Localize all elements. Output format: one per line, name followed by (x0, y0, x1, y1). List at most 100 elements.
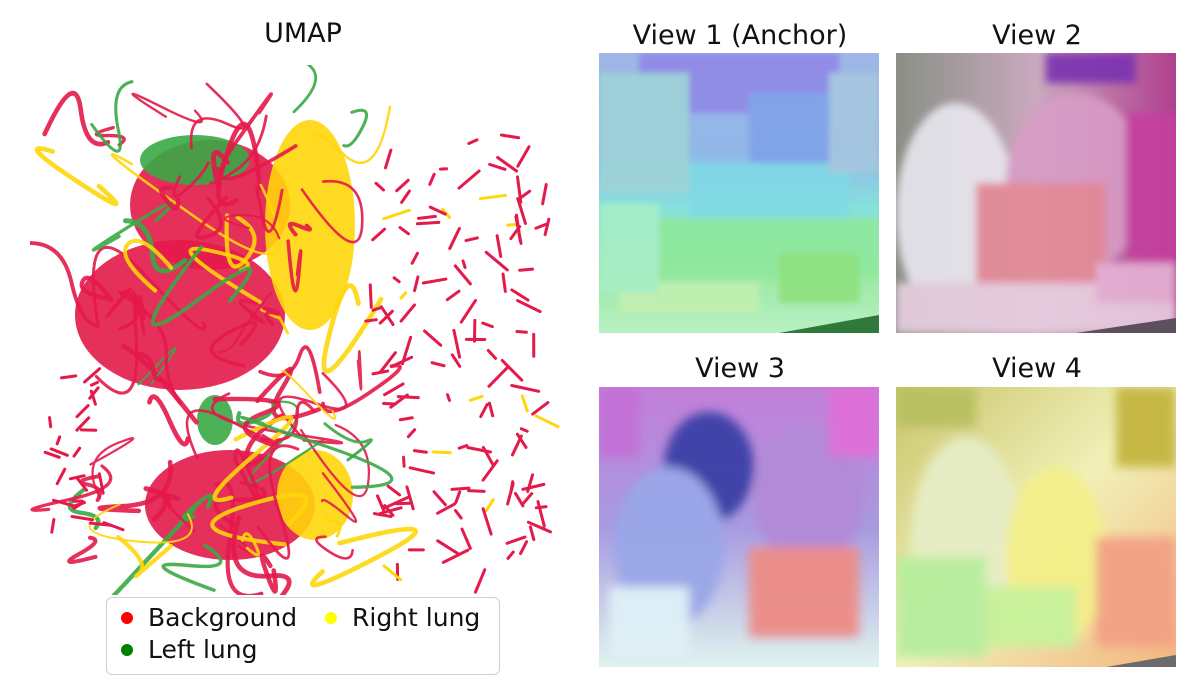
umap-stroke-background (454, 490, 462, 505)
umap-stroke-background (50, 517, 56, 534)
umap-stroke-left-lung (240, 415, 394, 489)
umap-stroke-background (481, 507, 493, 536)
umap-stroke-background (398, 416, 414, 422)
umap-stroke-background (378, 309, 394, 325)
umap-stroke-background (500, 358, 524, 382)
umap-stroke-background (238, 298, 266, 325)
umap-stroke-background (453, 264, 472, 286)
legend-marker-left-lung (121, 643, 133, 656)
umap-stroke-background (450, 353, 462, 368)
umap-stroke-background (42, 90, 111, 147)
umap-stroke-background (436, 539, 460, 555)
umap-stroke-left-lung (122, 218, 188, 274)
umap-stroke-background (30, 241, 100, 328)
umap-stroke-background (59, 374, 78, 380)
umap-stroke-background (516, 175, 523, 204)
umap-stroke-background (452, 328, 462, 359)
umap-stroke-right-lung (210, 492, 309, 547)
umap-stroke-background (509, 225, 522, 241)
umap-stroke-background (510, 288, 530, 302)
umap-stroke-right-lung (382, 208, 411, 221)
umap-stroke-background (48, 416, 53, 429)
umap-stroke-background (415, 220, 441, 226)
umap-stroke-background (79, 474, 102, 503)
umap-stroke-background (486, 348, 498, 360)
umap-stroke-background (214, 480, 264, 595)
umap-stroke-background (213, 486, 267, 527)
umap-stroke-background (399, 303, 416, 323)
umap-stroke-background (89, 437, 135, 499)
umap-stroke-background (378, 351, 397, 374)
umap-stroke-background (488, 162, 507, 171)
umap-stroke-right-lung (34, 146, 119, 207)
umap-stroke-left-lung (137, 346, 177, 386)
umap-stroke-background (534, 505, 548, 510)
umap-stroke-right-lung (88, 503, 193, 544)
view-2-image (896, 53, 1176, 333)
view-1-image (599, 53, 879, 333)
umap-stroke-background (432, 490, 447, 507)
umap-stroke-background (398, 226, 410, 236)
umap-stroke-background (516, 145, 531, 168)
umap-stroke-background (406, 428, 417, 439)
umap-stroke-background (536, 500, 546, 528)
umap-stroke-background (259, 553, 279, 594)
umap-stroke-background (371, 227, 387, 242)
umap-stroke-background (518, 267, 535, 272)
umap-stroke-background (356, 349, 363, 391)
umap-stroke-background (501, 272, 507, 293)
umap-stroke-background (396, 395, 420, 400)
legend: Background Left lung Right lung (106, 597, 500, 675)
legend-marker-background (121, 611, 133, 624)
umap-stroke-right-lung (321, 283, 384, 374)
umap-stroke-background (515, 432, 528, 449)
umap-stroke-left-lung (161, 543, 223, 592)
umap-stroke-left-lung (111, 506, 197, 595)
umap-stroke-background (49, 447, 69, 457)
umap-stroke-background (105, 287, 132, 318)
umap-stroke-right-lung (506, 222, 518, 227)
umap-stroke-background (421, 277, 448, 285)
umap-stroke-left-lung (151, 245, 253, 327)
umap-stroke-background (402, 455, 406, 468)
umap-stroke-background (410, 251, 419, 265)
umap-stroke-background (72, 446, 82, 458)
umap-stroke-background (378, 506, 403, 515)
umap-stroke-background (389, 355, 414, 369)
umap-stroke-background (137, 351, 163, 382)
umap-cluster-right-lung (265, 120, 355, 330)
umap-stroke-right-lung (240, 532, 260, 557)
umap-stroke-background (519, 189, 532, 200)
umap-stroke-background (534, 222, 549, 230)
umap-stroke-right-lung (123, 238, 174, 293)
umap-stroke-background (102, 521, 125, 532)
umap-stroke-background (30, 464, 113, 512)
umap-stroke-background (185, 409, 278, 460)
umap-stroke-background (543, 217, 551, 237)
umap-stroke-background (70, 515, 94, 522)
umap-stroke-background (243, 413, 284, 468)
umap-stroke-left-lung (90, 80, 134, 153)
umap-stroke-background (88, 386, 100, 400)
umap-stroke-background (467, 489, 486, 493)
umap-stroke-background (216, 291, 273, 354)
umap-stroke-background (286, 239, 303, 293)
umap-stroke-background (481, 459, 499, 482)
umap-stroke-background (231, 515, 292, 595)
umap-cluster-background (145, 450, 315, 560)
umap-stroke-background (467, 138, 479, 145)
umap-stroke-background (218, 92, 298, 181)
umap-stroke-background (300, 179, 364, 244)
umap-stroke-right-lung (313, 105, 392, 164)
view-2-title: View 2 (992, 20, 1082, 51)
umap-stroke-background (453, 509, 463, 520)
umap-stroke-background (441, 548, 470, 564)
legend-label-background: Background (148, 603, 298, 632)
umap-stroke-background (315, 535, 354, 560)
umap-stroke-background (417, 214, 437, 220)
umap-stroke-background (487, 401, 495, 418)
umap-title: UMAP (264, 18, 342, 49)
umap-stroke-background (172, 161, 210, 198)
umap-stroke-background (52, 498, 77, 508)
umap-stroke-background (515, 329, 528, 334)
